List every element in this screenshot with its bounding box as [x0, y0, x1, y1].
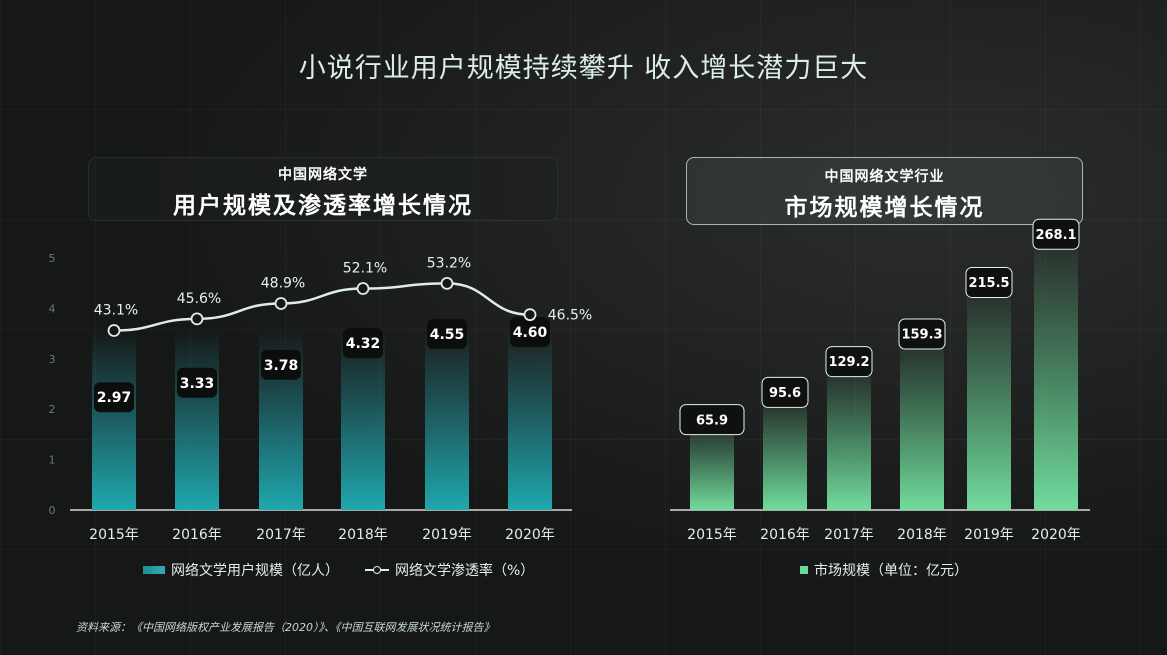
left-x-tick: 2015年 [89, 527, 139, 543]
left-bar-label-box [94, 382, 134, 413]
left-line-label: 52.1% [343, 261, 387, 277]
left-bar-label-box [261, 349, 301, 380]
right-bar [967, 282, 1011, 510]
left-line-label: 53.2% [427, 255, 471, 271]
left-line-point [523, 308, 537, 322]
right-bar-label-box [825, 346, 873, 378]
legend-line-label: 网络文学渗透率（%） [395, 563, 535, 579]
right-bar-label: 65.9 [679, 404, 745, 436]
right-bar-label-text: 215.5 [968, 276, 1009, 291]
left-panel-title: 中国网络文学 用户规模及渗透率增长情况 [88, 157, 558, 221]
left-bar-label: 4.32 [343, 328, 383, 359]
left-line-point [107, 324, 121, 337]
left-y-tick: 5 [49, 252, 56, 265]
left-bar [341, 330, 385, 510]
left-y-tick: 1 [49, 454, 56, 467]
right-bar [763, 392, 807, 510]
left-bar-label: 2.97 [94, 382, 134, 413]
left-bar-label-text: 2.97 [97, 390, 132, 406]
right-x-tick: 2015年 [687, 527, 737, 543]
left-line-label: 43.1% [94, 303, 138, 319]
left-bar [425, 330, 469, 510]
left-bar-label-text: 4.32 [346, 336, 381, 352]
left-x-tick: 2020年 [505, 527, 555, 543]
right-bar-label-text: 268.1 [1035, 228, 1076, 243]
right-x-tick: 2018年 [897, 527, 947, 543]
left-bar [175, 330, 219, 510]
right-legend: 市场规模（单位：亿元） [800, 560, 968, 580]
left-bar-label-text: 4.55 [430, 327, 465, 343]
left-bar-label-text: 3.78 [264, 358, 299, 374]
left-bar-label-box [177, 367, 217, 398]
right-bar-label: 215.5 [965, 266, 1013, 298]
left-bar [92, 330, 136, 510]
left-line-point [190, 312, 204, 326]
left-legend: 网络文学用户规模（亿人） 网络文学渗透率（%） [143, 560, 534, 580]
left-chart: 0 1 2 3 4 5 2.97 3.33 3.78 4.32 4.55 4.60 43.1% 45.6%… [49, 252, 593, 543]
right-bar-label-box [898, 318, 946, 350]
left-line-label: 48.9% [261, 275, 305, 291]
left-bar-label-text: 4.60 [513, 325, 548, 341]
page-title: 小说行业用户规模持续攀升 收入增长潜力巨大 [298, 53, 869, 84]
right-bar-label-box [965, 266, 1013, 298]
left-y-tick: 3 [49, 353, 56, 366]
left-panel-heading: 用户规模及渗透率增长情况 [173, 193, 473, 219]
legend-market-label: 市场规模（单位：亿元） [814, 563, 968, 579]
left-line-label: 45.6% [177, 291, 221, 307]
left-bar [508, 330, 552, 510]
left-x-tick: 2016年 [172, 527, 222, 543]
right-x-tick: 2020年 [1031, 527, 1081, 543]
left-x-tick: 2017年 [256, 527, 306, 543]
left-bar-label-box [510, 317, 550, 347]
left-y-tick: 0 [49, 504, 56, 517]
right-x-tick: 2016年 [760, 527, 810, 543]
right-bar-label-text: 129.2 [828, 355, 869, 370]
legend-line-swatch [365, 565, 389, 575]
left-y-tick: 4 [49, 302, 56, 315]
right-bar-label-text: 65.9 [696, 413, 728, 428]
legend-bar-label: 网络文学用户规模（亿人） [171, 563, 339, 579]
left-bar-label: 3.78 [261, 349, 301, 380]
left-line-point [274, 297, 288, 310]
right-panel-heading: 市场规模增长情况 [784, 195, 985, 221]
right-x-tick: 2019年 [964, 527, 1014, 543]
left-y-tick: 2 [49, 403, 56, 416]
right-bar-label-text: 95.6 [769, 386, 801, 401]
right-bar-label-box [1032, 218, 1080, 250]
source-note: 资料来源：《中国网络版权产业发展报告（2020）》、《中国互联网发展状况统计报告… [76, 621, 495, 634]
right-bar [1034, 234, 1078, 510]
left-panel-subtitle: 中国网络文学 [278, 167, 368, 183]
left-line-point [356, 282, 370, 295]
right-bar-label-text: 159.3 [901, 328, 942, 343]
right-chart: 65.9 95.6 129.2 159.3 215.5 268.1 2015年 2016年 20… [670, 218, 1090, 543]
right-bar-label: 159.3 [898, 318, 946, 350]
left-penetration-line [113, 282, 531, 332]
left-line-label: 46.5% [548, 308, 592, 324]
right-bar-label: 268.1 [1032, 218, 1080, 250]
right-bar-label-box [679, 404, 745, 436]
left-x-tick: 2018年 [338, 527, 388, 543]
legend-market-swatch [800, 566, 808, 574]
right-bar [827, 361, 871, 510]
right-bar [900, 333, 944, 510]
right-bar-label-box [761, 376, 809, 408]
left-bar-label-text: 3.33 [180, 376, 215, 392]
right-panel-title: 中国网络文学行业 市场规模增长情况 [686, 157, 1083, 225]
right-bar-label: 129.2 [825, 346, 873, 378]
right-panel-subtitle: 中国网络文学行业 [824, 169, 945, 185]
right-x-tick: 2017年 [824, 527, 874, 543]
legend-bar-swatch [143, 566, 165, 574]
left-x-tick: 2019年 [422, 527, 472, 543]
left-line-point [440, 276, 454, 290]
left-bar-label: 4.60 [510, 317, 550, 347]
left-bar-label: 3.33 [177, 367, 217, 398]
left-bar-label-box [427, 319, 467, 349]
left-bar-label: 4.55 [427, 319, 467, 349]
left-bar-label-box [343, 328, 383, 359]
right-bar-label: 95.6 [761, 376, 809, 408]
